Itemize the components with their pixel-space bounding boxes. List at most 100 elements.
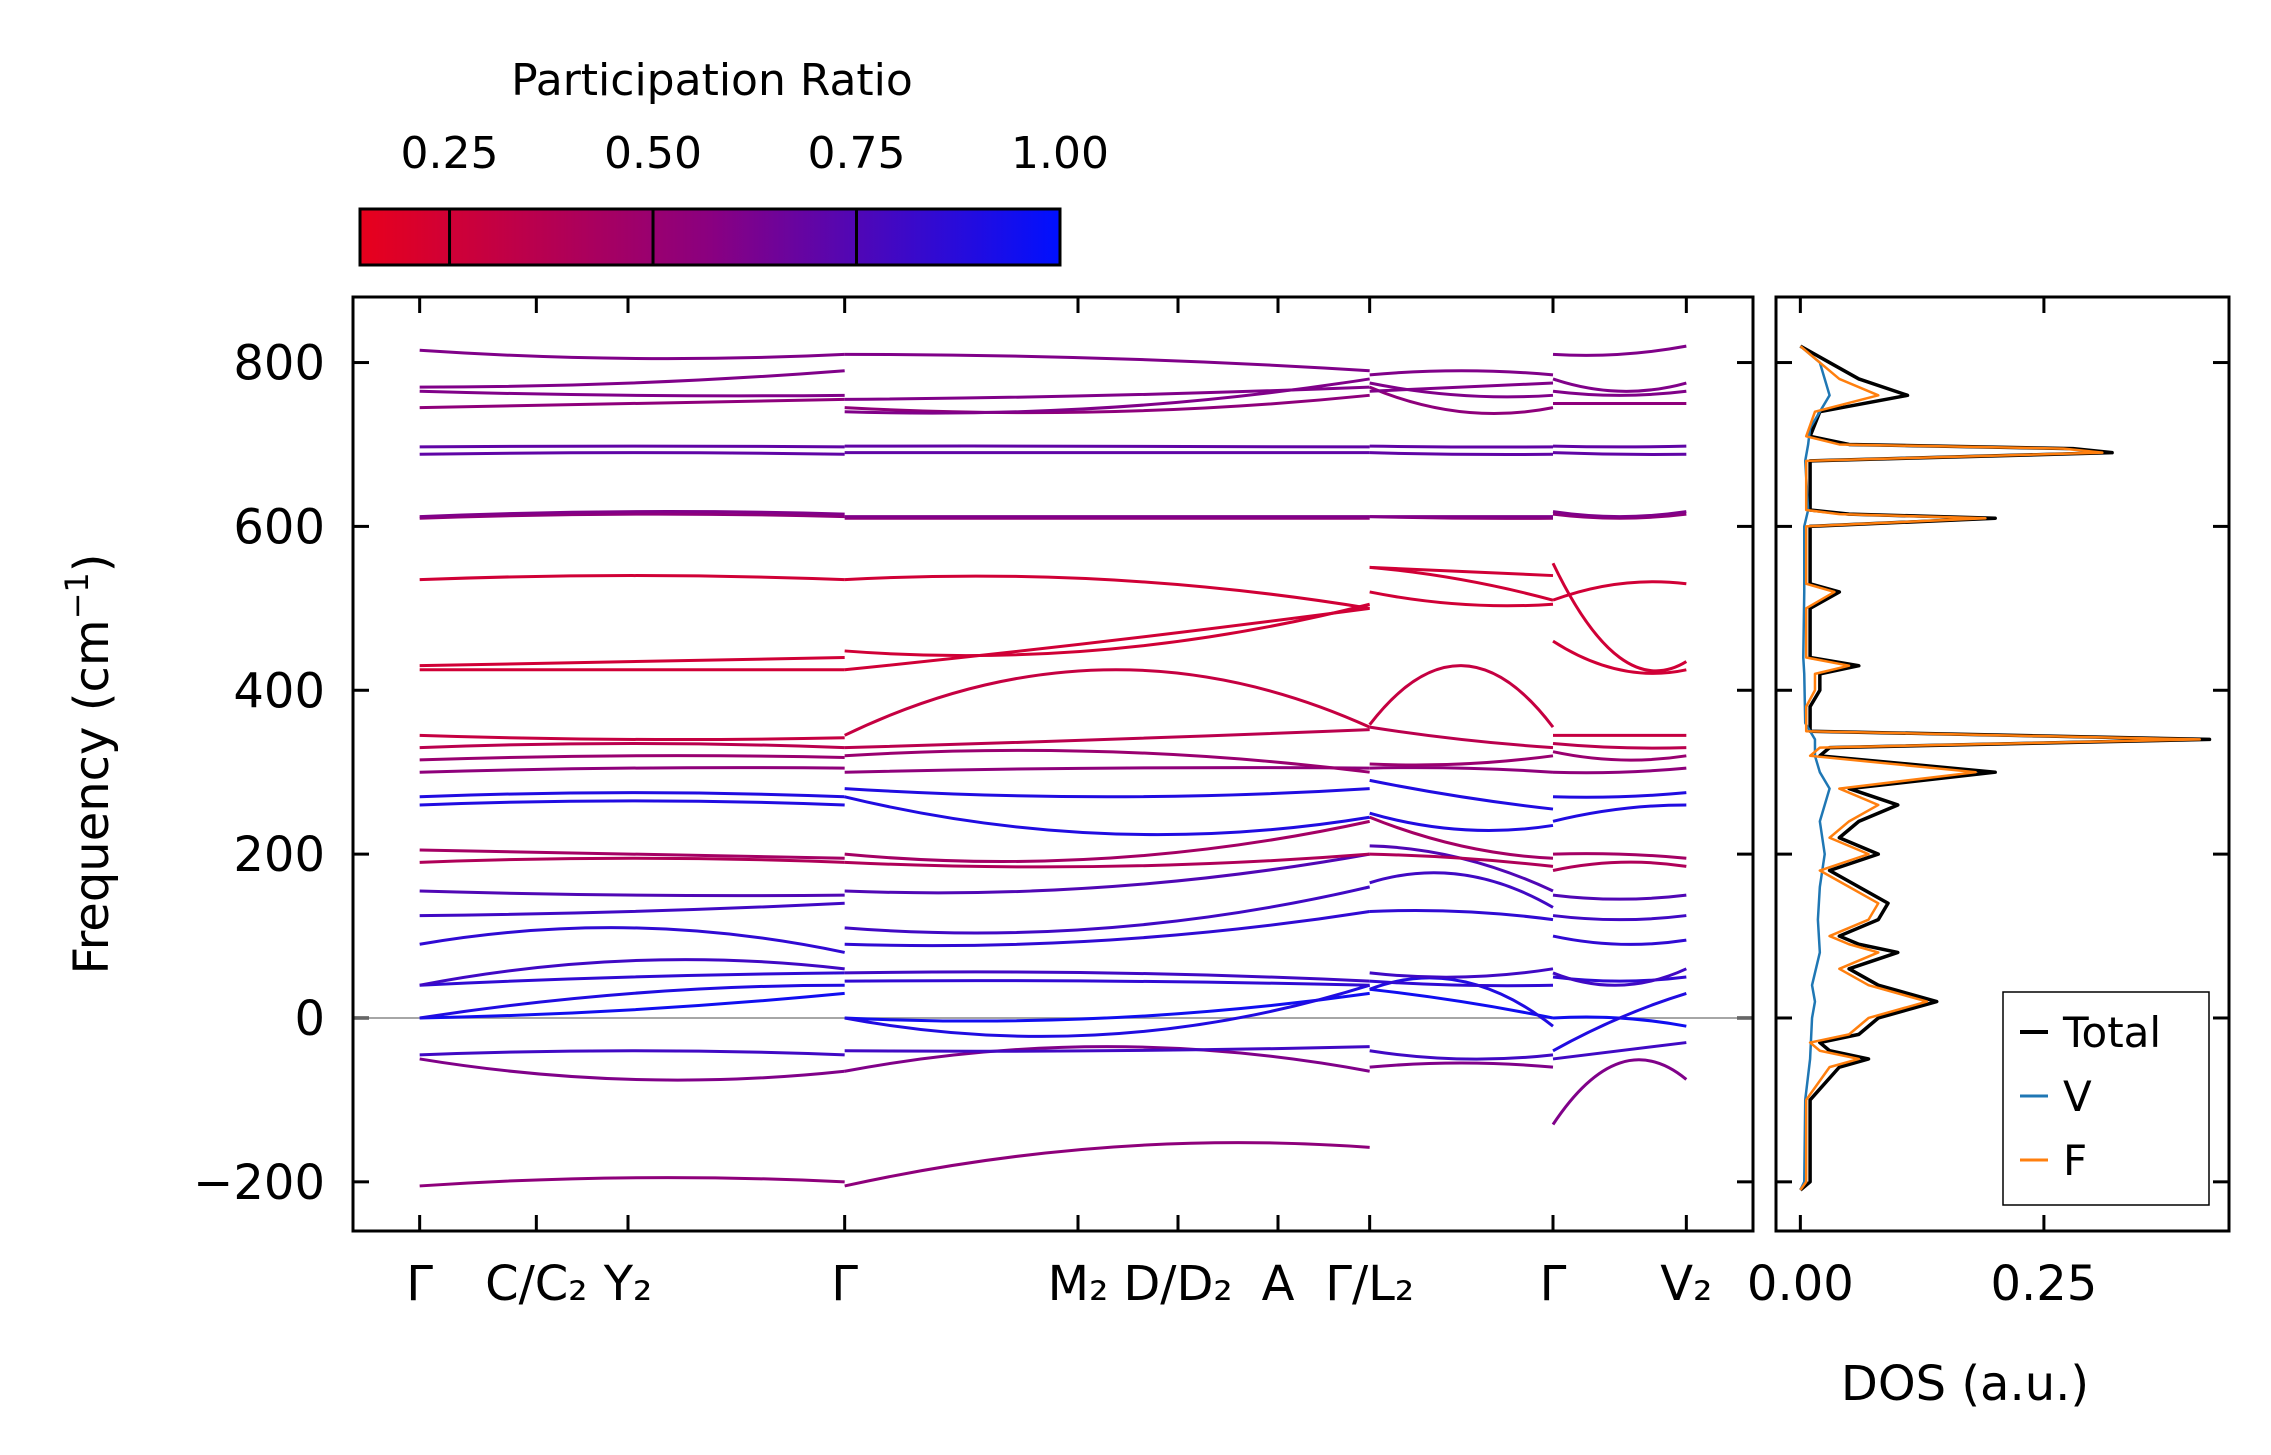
x-tick-label: Γ/L₂ [1325,1256,1414,1312]
phonon-band [419,791,845,799]
phonon-band [1369,369,1554,377]
phonon-band [1369,444,1554,449]
phonon-band [1369,565,1554,602]
phonon-band [419,799,845,807]
phonon-band [844,668,1371,737]
phonon-band [1552,510,1687,519]
phonon-band [844,602,1371,658]
phonon-band [1369,381,1554,399]
x-tick-label: Γ [406,1256,433,1312]
colorbar-tick-label: 0.50 [604,128,702,179]
phonon-band [1369,844,1554,893]
phonon-band [1552,914,1687,922]
phonon-band [844,377,1370,415]
x-tick-label: A [1262,1256,1295,1312]
phonon-band [844,991,1370,1023]
phonon-band [844,1045,1370,1053]
legend-label: V [2063,1072,2092,1121]
colorbar-gradient [358,207,1062,267]
y-tick-label: 400 [233,663,325,719]
phonon-band [1552,512,1687,520]
phonon-band [419,444,845,449]
dos-axis-ticks: 0.00 0.25 [1747,297,2229,1312]
phonon-band [419,848,845,860]
phonon-band [844,606,1370,672]
dos-x-tick-label: 0.00 [1747,1256,1854,1312]
phonon-band [419,856,845,864]
phonon-band [1552,852,1687,860]
phonon-band [1552,803,1687,823]
phonon-band [419,512,845,520]
phonon-band [419,958,845,987]
phonon-band [419,733,845,742]
legend-box [2002,991,2210,1206]
phonon-band [844,795,1370,837]
phonon-band [1552,766,1687,775]
phonon-band [844,393,1370,415]
colorbar-ticks: 0.25 0.50 0.75 1.00 [401,128,1109,265]
legend-label: Total [2062,1008,2161,1057]
dos-curves [1799,344,2212,1192]
phonon-band [1369,815,1554,860]
y-tick-label: 0 [294,991,325,1047]
phonon-band [844,728,1370,750]
phonon-band [1551,1058,1688,1126]
y-tick-label: −200 [193,1155,325,1211]
phonon-band [1552,934,1687,946]
legend-label: F [2063,1136,2087,1185]
phonon-band [419,574,845,582]
phonon-band [1552,750,1687,762]
phonon-band [419,971,845,987]
phonon-band [419,926,845,954]
x-tick-label: Γ [1540,1256,1567,1312]
phonon-band [1552,1041,1687,1061]
colorbar-tick-label: 1.00 [1011,128,1109,179]
phonon-band [419,889,845,898]
phonon-band [419,369,845,389]
phonon-band [1552,742,1687,750]
phonon-band [1552,377,1687,393]
phonon-band [1369,778,1554,811]
phonon-band [844,852,1370,895]
phonon-band [1369,754,1554,767]
x-tick-label: Γ [831,1256,858,1312]
phonon-band [419,389,845,398]
band-plot-frame [351,295,1755,1233]
phonon-band [1369,1049,1554,1061]
phonon-band [844,852,1370,869]
x-tick-label: Y₂ [603,1256,653,1312]
dos-plot-frame [1774,295,2231,1233]
phonon-band [419,991,845,1020]
phonon-band [1369,908,1554,922]
phonon-bands [419,344,1688,1188]
dos-legend: Total VF [2002,991,2210,1206]
phonon-band [1552,451,1687,457]
dos-x-axis-label: DOS (a.u.) [1841,1356,2089,1412]
y-label-exponent: −1 [58,572,96,619]
phonon-band [1552,991,1687,1053]
y-label-base: Frequency (cm [64,619,120,974]
phonon-band [419,451,845,456]
x-tick-label: D/D₂ [1123,1256,1232,1312]
phonon-band [1369,979,1554,988]
phonon-band [844,885,1371,935]
phonon-band [844,979,1370,987]
phonon-band [1551,562,1688,673]
phonon-band [1552,639,1687,675]
phonon-band [419,754,845,762]
phonon-band [844,970,1370,983]
x-tick-label: V₂ [1660,1256,1712,1312]
x-tick-label: M₂ [1048,1256,1109,1312]
phonon-band [844,352,1370,373]
phonon-band [844,444,1370,449]
colorbar-tick-label: 0.25 [401,128,499,179]
phonon-band [1369,385,1554,415]
phonon-band [1369,811,1554,832]
phonon-band [419,348,845,361]
phonon-band [844,819,1370,863]
phonon-band [1369,590,1554,608]
phonon-band [1552,967,1687,987]
phonon-band [844,909,1370,948]
phonon-band [419,510,845,519]
